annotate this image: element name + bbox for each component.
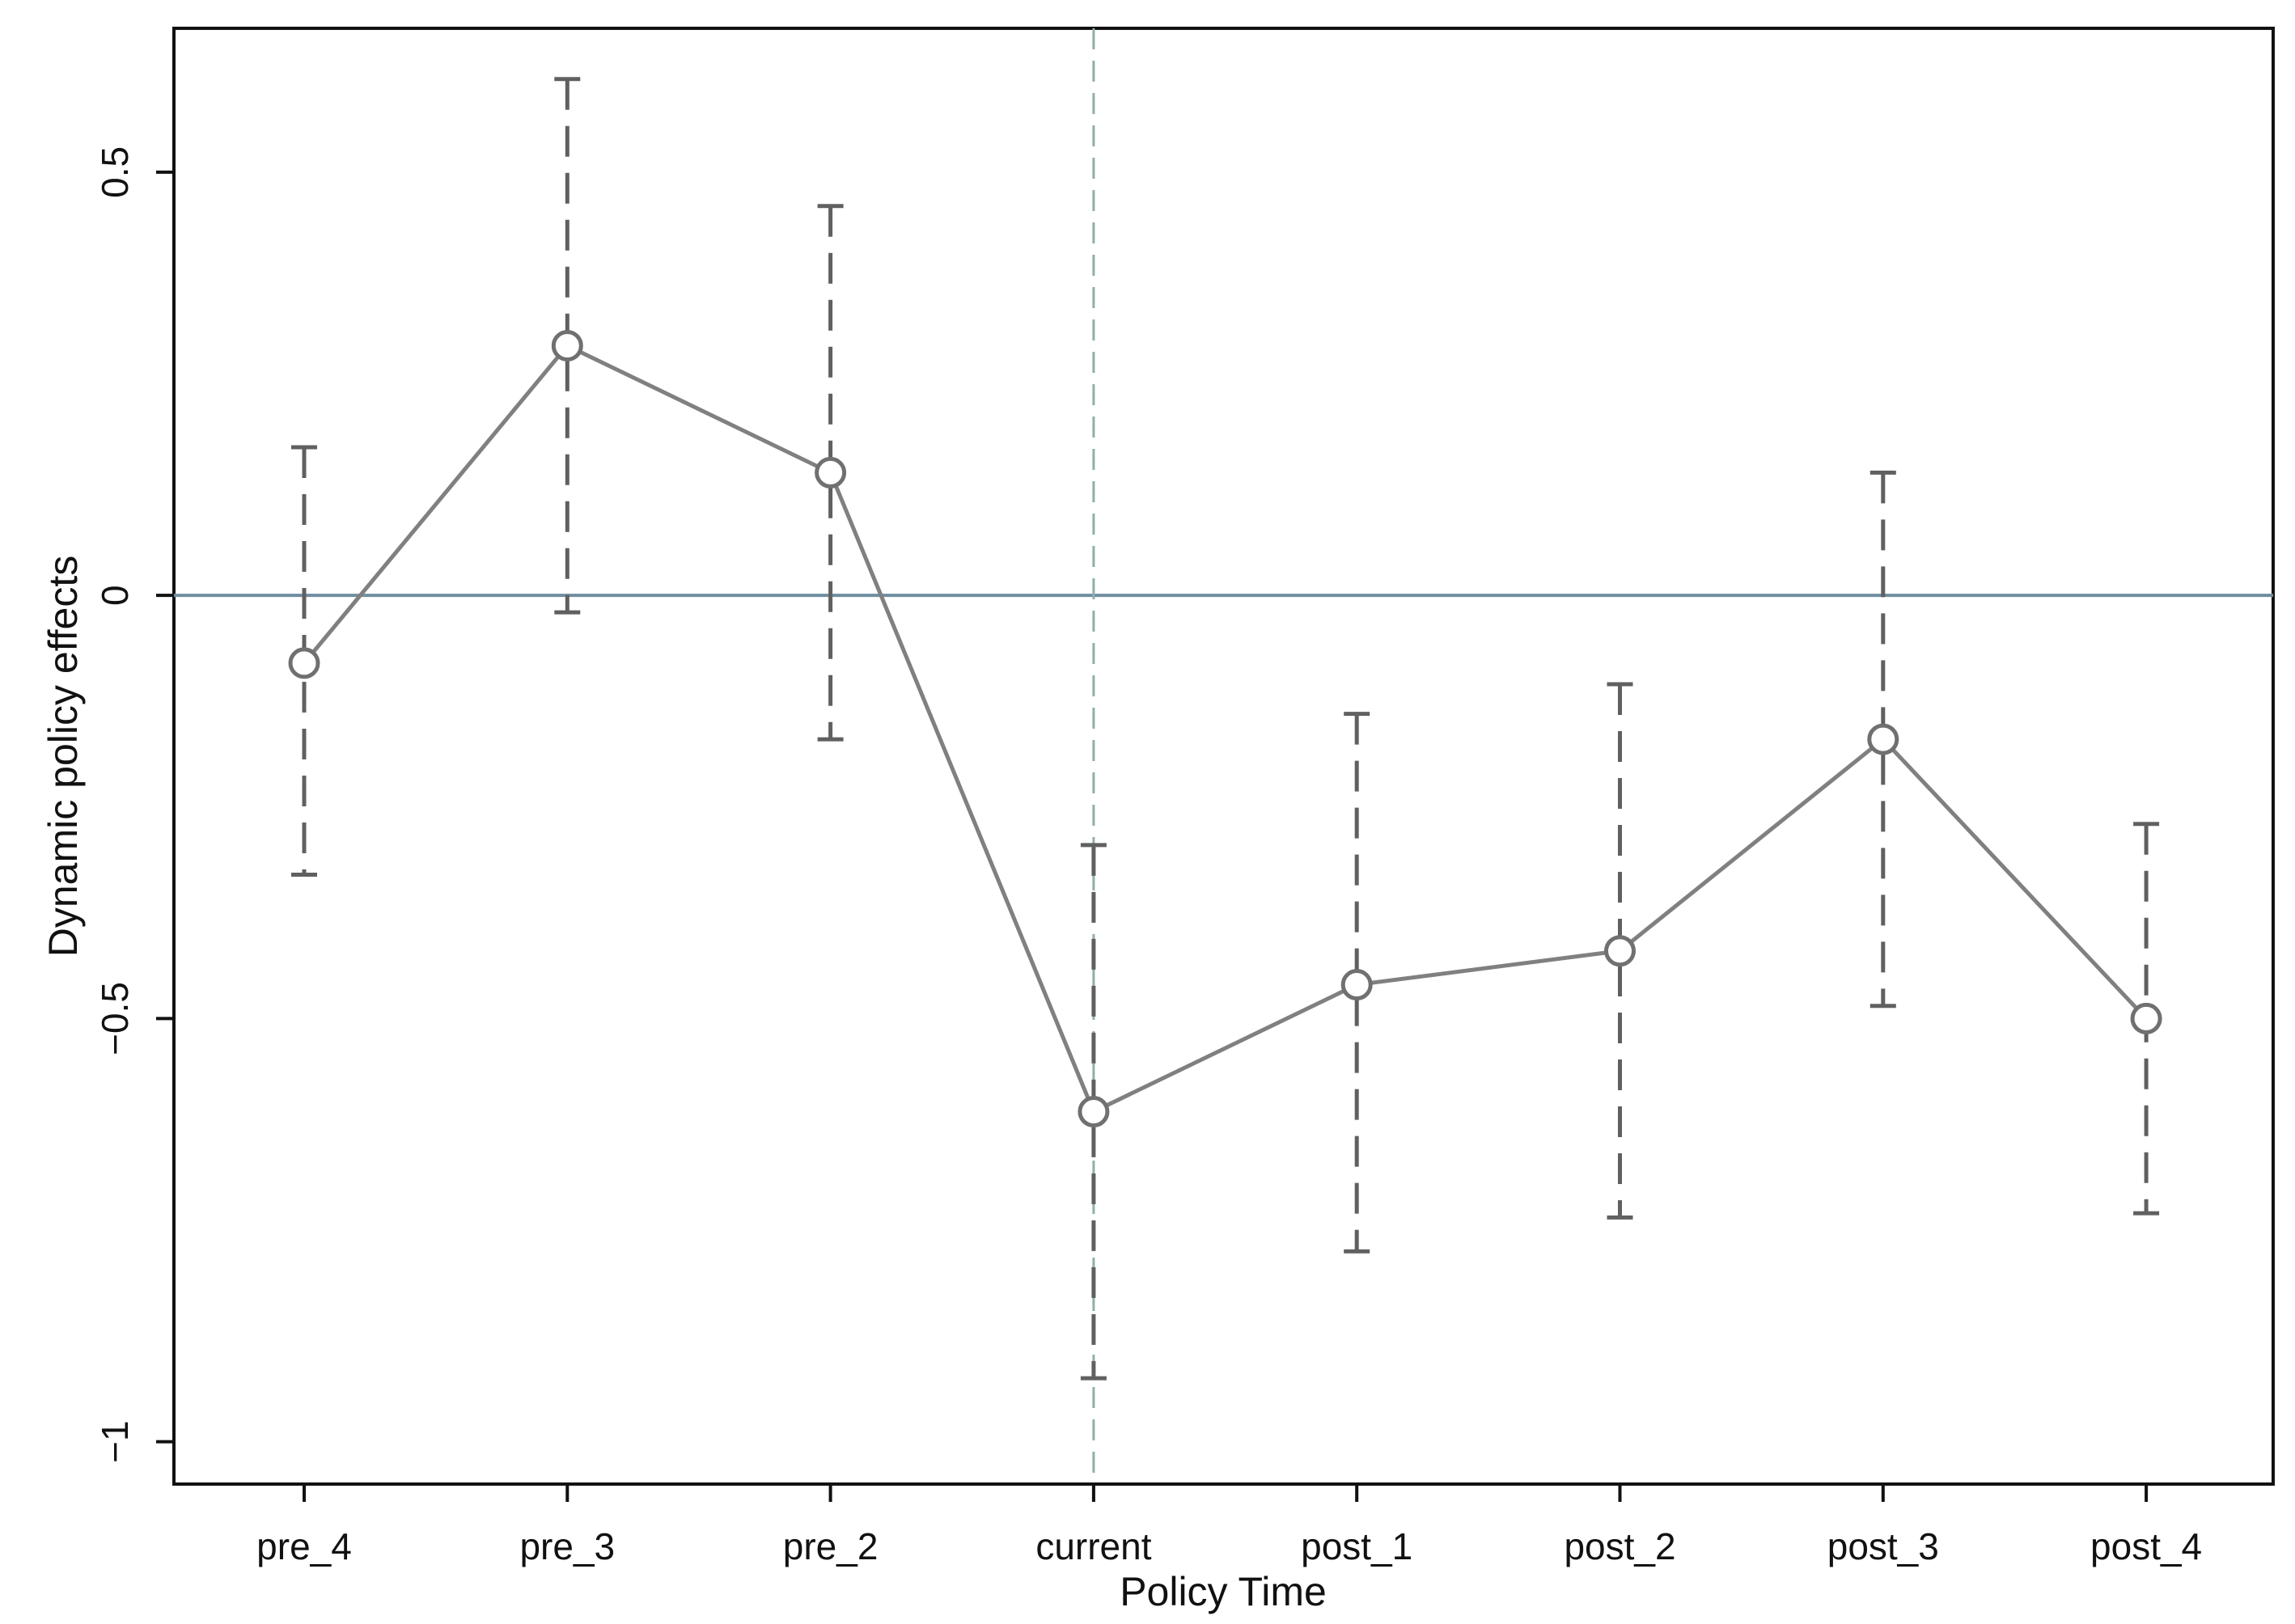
x-axis-title: Policy Time (1120, 1569, 1327, 1614)
point-pre_3 (551, 329, 583, 362)
plot-area (172, 27, 2275, 1486)
point-post_4 (2130, 1002, 2162, 1034)
x-tick-label-current: current (1035, 1525, 1151, 1567)
x-tick-label-post_2: post_2 (1564, 1525, 1675, 1567)
x-axis: pre_4 pre_3 pre_2 current post_1 post_2 post_3… (256, 1484, 2202, 1567)
series (288, 329, 2162, 1128)
y-axis-title: Dynamic policy effects (40, 556, 86, 957)
point-pre_2 (815, 456, 847, 488)
series-line (303, 343, 2148, 1114)
y-axis: −1 −0.5 0 0.5 (94, 146, 174, 1463)
confidence-intervals (291, 77, 2160, 1381)
x-tick-label-pre_3: pre_3 (519, 1525, 615, 1567)
reference-lines (174, 28, 2273, 1484)
point-post_1 (1340, 969, 1373, 1001)
point-post_2 (1604, 935, 1636, 967)
x-tick-label-post_1: post_1 (1301, 1525, 1412, 1567)
y-tick-label-2: 0 (94, 585, 136, 606)
x-tick-label-post_4: post_4 (2090, 1525, 2202, 1567)
x-tick-label-pre_2: pre_2 (783, 1525, 879, 1567)
point-current (1078, 1096, 1110, 1128)
x-tick-label-post_3: post_3 (1827, 1525, 1939, 1567)
y-tick-label-3: 0.5 (94, 146, 136, 198)
y-tick-label-1: −0.5 (94, 982, 136, 1055)
point-pre_4 (288, 647, 320, 679)
point-post_3 (1867, 723, 1899, 755)
y-tick-label-0: −1 (94, 1420, 136, 1462)
x-tick-label-pre_4: pre_4 (256, 1525, 352, 1567)
